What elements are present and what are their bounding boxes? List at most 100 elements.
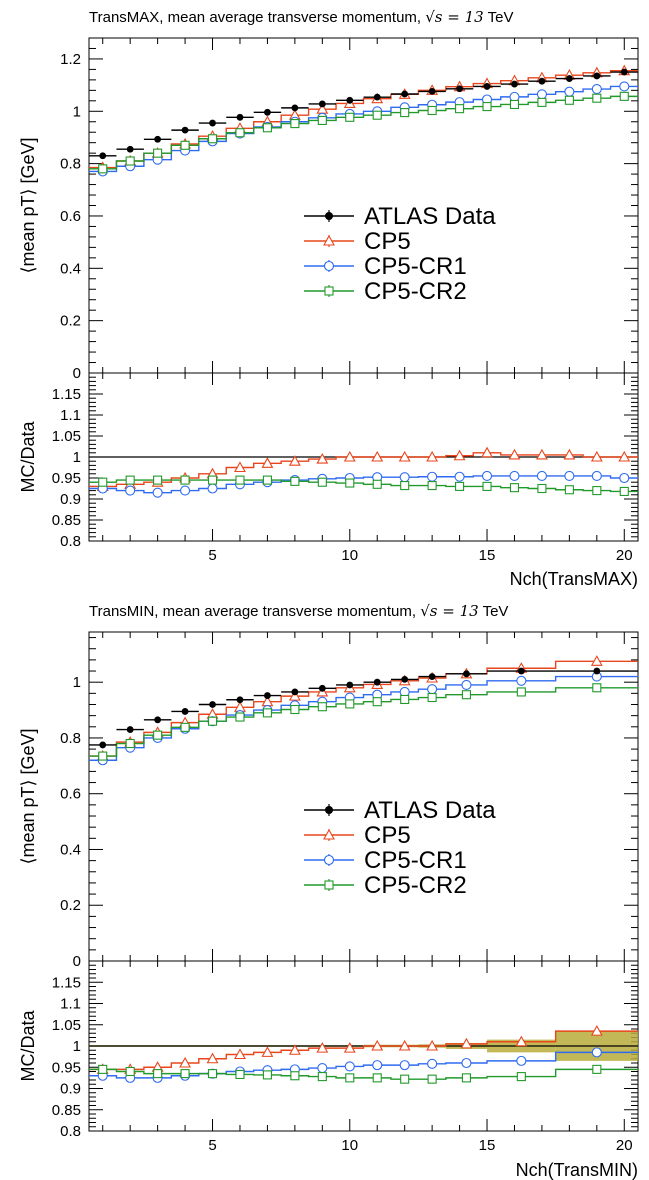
ratio-point [261, 1046, 274, 1057]
data-point [291, 104, 299, 112]
legend-marker [324, 880, 334, 890]
x-tick-label: 15 [479, 1137, 496, 1154]
series-point [592, 683, 602, 693]
ratio-point [153, 1069, 163, 1079]
series-point [619, 91, 629, 101]
ratio-point [261, 457, 274, 468]
series-point [235, 712, 245, 722]
ratio-line [89, 452, 638, 488]
y-tick-label: 0.4 [60, 841, 81, 858]
series-point [427, 684, 438, 695]
series-point [590, 655, 603, 666]
y-tick-label: 1 [73, 103, 81, 120]
x-axis-label: Nch(TransMIN) [516, 1160, 638, 1180]
y-axis-label: ⟨mean pT⟩ [GeV] [18, 137, 38, 273]
ratio-point [153, 475, 163, 485]
y-tick-label: 0.8 [60, 730, 81, 747]
ratio-point [262, 475, 272, 485]
ratio-point [345, 1073, 355, 1083]
x-tick-label: 10 [341, 547, 358, 564]
series-point [180, 140, 190, 150]
ratio-point [234, 1048, 246, 1060]
ratio-point [591, 1047, 602, 1058]
data-point [346, 681, 354, 689]
ratio-point [316, 1041, 329, 1053]
legend-marker [323, 828, 335, 840]
panel-transmax: TransMAX, mean average transverse moment… [18, 8, 639, 589]
data-point [517, 667, 525, 675]
ratio-y-tick-label: 1 [73, 1038, 81, 1055]
ratio-point [516, 1055, 527, 1066]
ratio-point [398, 1039, 411, 1051]
series-point [98, 164, 108, 174]
ratio-point [207, 1069, 218, 1079]
legend-marker [325, 806, 333, 814]
legend-marker [323, 234, 335, 246]
ratio-y-tick-label: 0.95 [52, 1059, 81, 1076]
series-point [516, 675, 527, 686]
ratio-point [207, 483, 218, 494]
legend-entry: CP5 [364, 228, 411, 255]
ratio-y-tick-label: 0.85 [52, 1102, 81, 1119]
ratio-y-tick-label: 1.1 [60, 407, 81, 424]
series-atlas-data [89, 667, 638, 749]
ratio-point [180, 485, 191, 496]
series-point [537, 97, 547, 107]
data-point [181, 126, 189, 134]
ratio-point [317, 1063, 328, 1074]
ratio-y-tick-label: 0.9 [60, 1081, 81, 1098]
legend-entry: ATLAS Data [364, 203, 496, 230]
y-tick-label: 0 [73, 365, 81, 382]
data-point [620, 68, 628, 76]
series-point [591, 83, 602, 95]
data-point [456, 85, 463, 93]
ratio-point [180, 1069, 190, 1079]
ratio-point [125, 1066, 135, 1077]
x-tick-label: 20 [616, 1137, 633, 1154]
y-tick-label: 1 [73, 674, 81, 691]
ratio-point [372, 1060, 383, 1071]
ratio-point [618, 450, 631, 462]
series-point [317, 702, 327, 712]
chart-title: TransMIN, mean average transverse moment… [89, 602, 508, 620]
series-point [536, 89, 547, 100]
ratio-point [509, 483, 520, 493]
ratio-point [343, 450, 356, 462]
ratio-point [427, 1058, 438, 1069]
series-point [516, 687, 526, 697]
ratio-point [592, 1064, 602, 1074]
panel-transmin: TransMIN, mean average transverse moment… [18, 602, 639, 1180]
ratio-point [206, 1052, 219, 1064]
ratio-point [235, 1069, 245, 1080]
series-point [207, 134, 218, 144]
ratio-point [235, 475, 245, 485]
ratio-point [455, 481, 465, 491]
series-point [427, 105, 437, 116]
ratio-point [619, 486, 629, 496]
series-point [345, 699, 355, 709]
ratio-point [288, 455, 301, 466]
ratio-y-axis-label: MC/Data [18, 1010, 38, 1082]
series-point [372, 697, 382, 707]
series-cp5-cr2 [89, 91, 638, 496]
series-point [461, 679, 472, 691]
series-point [290, 704, 300, 715]
data-point [373, 678, 381, 686]
data-point [264, 108, 271, 116]
data-point [346, 96, 354, 104]
ratio-point [481, 446, 493, 458]
data-point [236, 113, 244, 121]
series-point [427, 692, 437, 703]
ratio-point [515, 1035, 528, 1047]
y-tick-label: 0.6 [60, 208, 81, 225]
legend-marker [325, 212, 333, 220]
series-point [125, 156, 135, 166]
ratio-point [590, 1024, 603, 1036]
data-point [236, 696, 244, 704]
ratio-point [482, 481, 492, 491]
ratio-y-tick-label: 0.8 [60, 1123, 81, 1140]
ratio-point [98, 1064, 108, 1074]
ratio-point [592, 486, 602, 496]
ratio-line [89, 1051, 638, 1079]
